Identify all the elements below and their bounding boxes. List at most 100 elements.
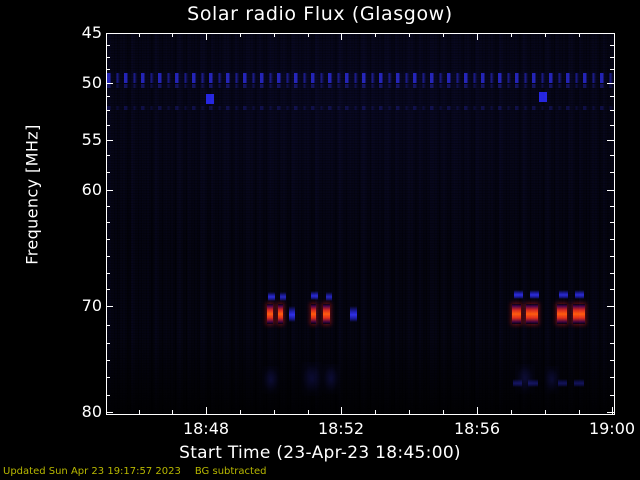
ytick-right-minor-9	[610, 206, 614, 207]
secondary-blue-mark-7	[559, 290, 568, 299]
burst-mark-1	[267, 304, 273, 324]
plot-area	[106, 33, 615, 415]
secondary-blue-mark-4	[326, 292, 332, 301]
ytick-right-50	[607, 83, 614, 84]
ytick-right-minor-8	[610, 172, 614, 173]
ytick-minor-17	[106, 360, 110, 361]
ytick-minor-14	[106, 289, 110, 290]
ytick-right-minor-13	[610, 273, 614, 274]
secondary-blue-mark-8	[575, 290, 584, 299]
ytick-label-50: 50	[81, 73, 102, 92]
rfi-band-52mhz-faint	[107, 106, 614, 110]
xtick-top-minor-9	[511, 33, 512, 37]
ytick-55	[106, 140, 113, 141]
xtick-top-minor-3	[240, 33, 241, 37]
xtick-label-1852: 18:52	[317, 419, 365, 438]
xtick-minor-3	[240, 410, 241, 414]
ytick-minor-3	[106, 69, 110, 70]
footer-updated-text: Updated Sun Apr 23 19:17:57 2023	[3, 466, 181, 477]
xtick-top-1848	[206, 33, 207, 40]
xtick-top-1852	[341, 33, 342, 40]
ytick-minor-2	[106, 57, 110, 58]
ytick-minor-18	[106, 377, 110, 378]
ytick-minor-11	[106, 239, 110, 240]
y-axis-title: Frequency [MHz]	[22, 124, 42, 265]
xtick-1852	[341, 407, 342, 414]
xtick-top-minor-4	[274, 33, 275, 37]
footer-processing-text: BG subtracted	[194, 466, 267, 477]
ytick-right-45	[607, 33, 614, 34]
xtick-top-minor-7	[409, 33, 410, 37]
ytick-right-55	[607, 140, 614, 141]
ytick-label-55: 55	[81, 130, 102, 149]
xtick-1856	[477, 407, 478, 414]
background-scanline-texture	[107, 34, 614, 414]
burst-mark-9	[557, 304, 567, 324]
xtick-minor-6	[375, 410, 376, 414]
xtick-label-1856: 18:56	[453, 419, 501, 438]
burst-mark-2	[278, 304, 283, 324]
ytick-right-minor-16	[610, 343, 614, 344]
ytick-minor-5	[106, 110, 110, 111]
ytick-right-70	[607, 306, 614, 307]
burst-mark-5	[323, 304, 330, 324]
faint-emission-blob-left	[301, 362, 323, 396]
xtick-top-minor-8	[443, 33, 444, 37]
faint-emission-blob-right	[322, 364, 340, 394]
xtick-minor-5	[308, 410, 309, 414]
ytick-right-minor-3	[610, 69, 614, 70]
xtick-top-minor-2	[172, 33, 173, 37]
ytick-minor-4	[106, 96, 110, 97]
xtick-minor-2	[172, 410, 173, 414]
ytick-right-minor-4	[610, 96, 614, 97]
ytick-right-minor-18	[610, 377, 614, 378]
page-title: Solar radio Flux (Glasgow)	[187, 3, 453, 25]
burst-mark-8	[526, 304, 538, 324]
rfi-band-50mhz-lower	[107, 84, 614, 88]
ytick-45	[106, 33, 113, 34]
secondary-blue-mark-5	[514, 290, 523, 299]
ytick-minor-16	[106, 343, 110, 344]
burst-mark-3	[289, 306, 295, 322]
secondary-blue-mark-2	[280, 292, 286, 301]
secondary-blue-mark-3	[311, 291, 318, 300]
secondary-blue-mark-1	[268, 292, 275, 301]
ytick-minor-12	[106, 256, 110, 257]
burst-echo-right-2	[528, 379, 538, 387]
secondary-blue-mark-6	[530, 290, 539, 299]
ytick-label-80: 80	[81, 402, 102, 421]
ytick-50	[106, 83, 113, 84]
xtick-minor-9	[511, 410, 512, 414]
ytick-minor-6	[106, 125, 110, 126]
xtick-minor-4	[274, 410, 275, 414]
burst-mark-6	[350, 306, 357, 322]
burst-echo-right-3	[558, 379, 567, 387]
xtick-top-1856	[477, 33, 478, 40]
ytick-right-minor-11	[610, 239, 614, 240]
ytick-60	[106, 190, 113, 191]
xtick-minor-8	[443, 410, 444, 414]
ytick-minor-9	[106, 206, 110, 207]
xtick-top-minor-11	[579, 33, 580, 37]
ytick-70	[106, 306, 113, 307]
footer-status: Updated Sun Apr 23 19:17:57 2023 BG subtr…	[3, 466, 266, 477]
ytick-right-minor-7	[610, 155, 614, 156]
ytick-right-minor-1	[610, 45, 614, 46]
ytick-right-minor-19	[610, 395, 614, 396]
spectrogram-image	[107, 34, 614, 414]
burst-mark-10	[573, 304, 585, 324]
burst-mark-7	[512, 304, 521, 324]
xtick-top-minor-10	[545, 33, 546, 37]
ytick-label-70: 70	[81, 296, 102, 315]
ytick-minor-7	[106, 155, 110, 156]
ytick-right-80	[607, 412, 614, 413]
xtick-minor-1	[139, 410, 140, 414]
ytick-minor-10	[106, 222, 110, 223]
rfi-dot-right-icon	[539, 92, 547, 102]
ytick-minor-8	[106, 172, 110, 173]
xtick-top-minor-1	[139, 33, 140, 37]
rfi-dot-left-icon	[206, 94, 214, 104]
xtick-minor-11	[579, 410, 580, 414]
rfi-band-50mhz	[107, 73, 614, 83]
